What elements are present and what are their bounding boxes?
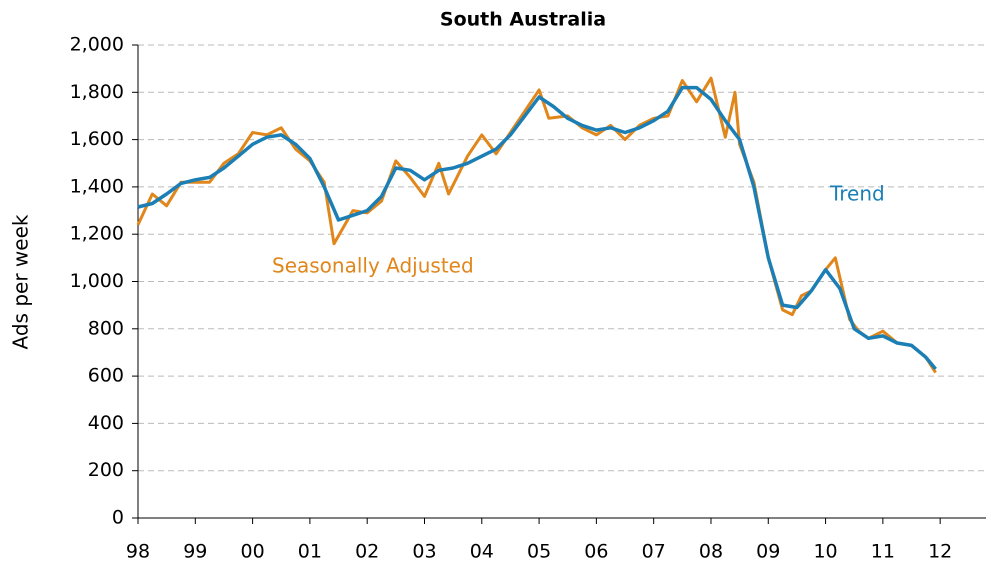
y-tick-label: 200 [88, 459, 124, 481]
y-tick-label: 1,200 [70, 223, 124, 245]
y-axis-label: Ads per week [9, 214, 33, 349]
y-tick-label: 2,000 [70, 34, 124, 56]
x-tick-label: 09 [756, 541, 780, 563]
x-tick-label: 03 [412, 541, 436, 563]
x-tick-label: 08 [699, 541, 723, 563]
x-tick-label: 98 [126, 541, 150, 563]
y-tick-label: 0 [112, 507, 124, 529]
x-tick-label: 04 [470, 541, 494, 563]
series-annotation: Trend [829, 182, 885, 206]
x-tick-label: 06 [584, 541, 608, 563]
y-tick-label: 600 [88, 365, 124, 387]
x-tick-label: 99 [183, 541, 207, 563]
y-tick-label: 800 [88, 317, 124, 339]
y-tick-label: 1,800 [70, 81, 124, 103]
x-tick-label: 07 [642, 541, 666, 563]
x-tick-label: 00 [241, 541, 265, 563]
series-line [136, 76, 937, 374]
chart-title: South Australia [440, 9, 606, 31]
series-line [137, 85, 937, 371]
y-tick-label: 1,600 [70, 128, 124, 150]
y-tick-label: 1,400 [70, 175, 124, 197]
x-tick-label: 12 [928, 541, 952, 563]
y-tick-label: 400 [88, 412, 124, 434]
x-tick-label: 02 [355, 541, 379, 563]
x-tick-label: 01 [298, 541, 322, 563]
series-annotation: Seasonally Adjusted [272, 254, 474, 278]
y-tick-label: 1,000 [70, 270, 124, 292]
x-tick-label: 10 [813, 541, 837, 563]
x-tick-label: 05 [527, 541, 551, 563]
x-tick-label: 11 [871, 541, 895, 563]
